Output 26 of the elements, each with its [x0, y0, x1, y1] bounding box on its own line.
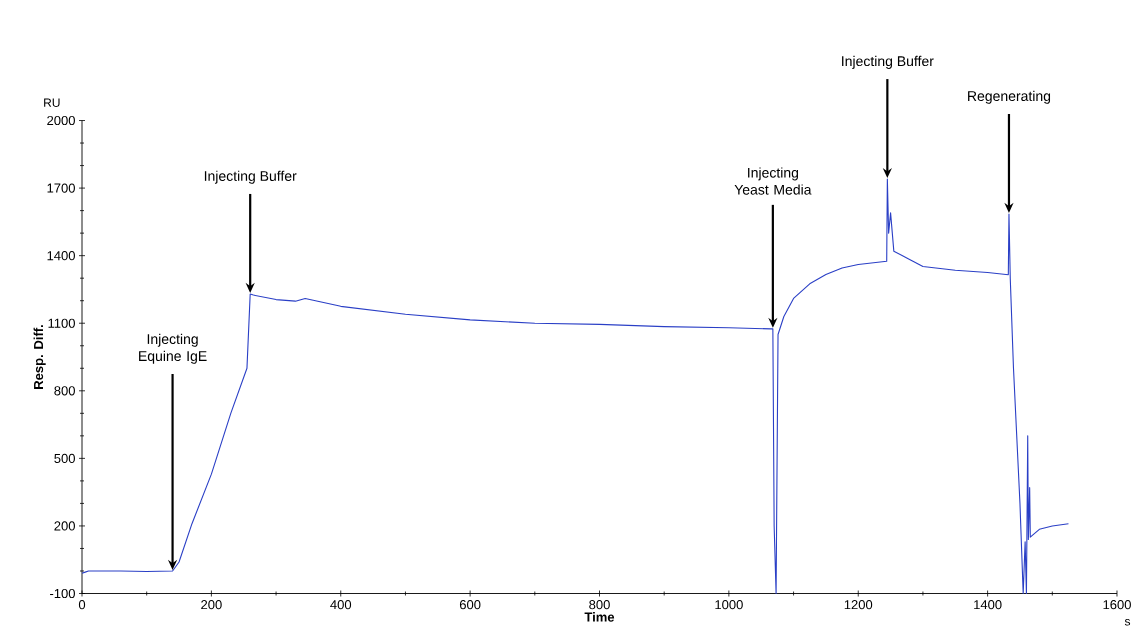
y-tick-label: 1400	[47, 251, 75, 261]
y-tick-label: 1700	[47, 183, 75, 193]
x-tick-label: 800	[589, 600, 610, 610]
x-tick-label: 600	[459, 600, 481, 610]
text: RU	[44, 98, 60, 108]
annotation: Injecting Buffer	[204, 170, 297, 184]
x-tick-label: 1400	[974, 600, 1002, 610]
y-tick-label: 500	[54, 453, 75, 463]
annotation: Regenerating	[968, 90, 1051, 104]
annotation: Injecting Buffer	[842, 55, 934, 69]
y-axis-title: Resp. Diff.	[33, 325, 46, 389]
annotation: Injecting Yeast Media	[734, 167, 812, 195]
x-tick-label: 400	[330, 600, 352, 610]
x-axis-title: Time	[584, 612, 615, 622]
x-tick-label: 1200	[844, 600, 873, 610]
text: s	[1124, 619, 1131, 626]
y-tick-label: 1100	[48, 318, 75, 328]
x-tick-label: 1600	[1103, 600, 1131, 610]
y-tick-label: 200	[54, 521, 75, 531]
x-tick-label: 0	[78, 600, 86, 610]
x-tick-label: 200	[201, 600, 222, 610]
y-tick-label: 800	[54, 386, 75, 396]
y-tick-label: -100	[50, 588, 75, 599]
annotation: Injecting Equine IgE	[139, 333, 207, 364]
x-tick-label: 1000	[715, 600, 743, 610]
y-tick-label: 2000	[47, 115, 75, 126]
